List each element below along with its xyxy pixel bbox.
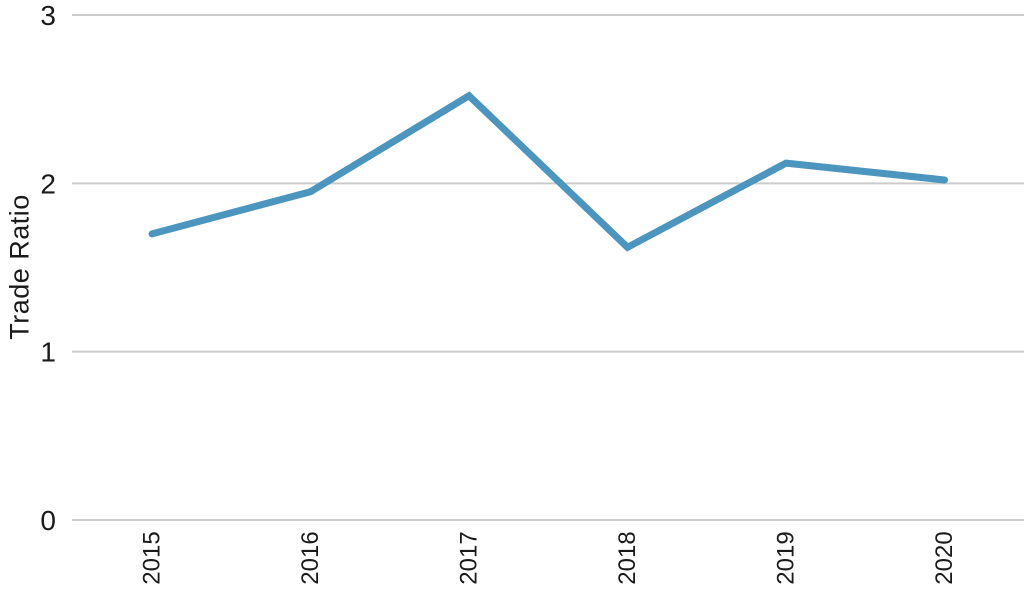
y-tick-label: 2 — [40, 168, 56, 199]
x-tick-label: 2017 — [456, 531, 483, 584]
y-tick-label: 3 — [40, 0, 56, 31]
x-tick-label: 2019 — [773, 531, 800, 584]
x-tick-label: 2016 — [297, 531, 324, 584]
y-axis-title: Trade Ratio — [4, 194, 35, 340]
y-tick-label: 1 — [40, 337, 56, 368]
y-tick-label: 0 — [40, 505, 56, 536]
x-tick-label: 2020 — [931, 531, 958, 584]
x-tick-label: 2015 — [139, 531, 166, 584]
series-line — [148, 91, 948, 252]
x-tick-label: 2018 — [614, 531, 641, 584]
